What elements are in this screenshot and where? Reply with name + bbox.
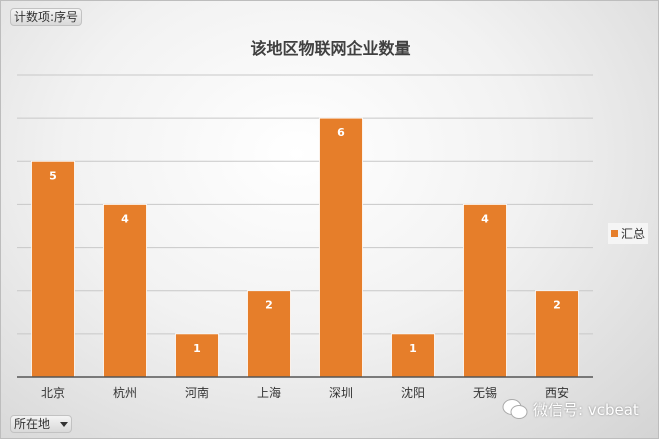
value-field-button[interactable]: 计数项:序号: [10, 8, 83, 26]
x-tick-label: 深圳: [329, 386, 353, 400]
x-tick-label: 北京: [41, 386, 65, 400]
dropdown-arrow-icon: [60, 421, 69, 427]
watermark-text: 微信号: vcbeat: [533, 400, 639, 419]
chart-title: 该地区物联网企业数量: [250, 39, 411, 58]
legend-swatch: [611, 230, 618, 237]
legend-label: 汇总: [621, 227, 646, 241]
wechat-icon: [502, 399, 528, 419]
data-label: 5: [49, 169, 57, 182]
data-label: 1: [193, 342, 201, 355]
data-label: 6: [337, 126, 345, 139]
x-tick-label: 河南: [185, 385, 209, 400]
bar-杭州: [103, 204, 147, 378]
x-tick-label: 杭州: [113, 385, 137, 400]
bar-深圳: [319, 117, 363, 378]
bar-河南: [175, 333, 219, 378]
bar-北京: [31, 160, 75, 378]
axis-field-label: 所在地: [14, 417, 51, 431]
x-tick-label: 西安: [545, 385, 569, 400]
x-tick-label: 上海: [257, 385, 281, 400]
x-tick-label: 沈阳: [401, 385, 425, 400]
bar-无锡: [463, 204, 507, 378]
axis-field-button[interactable]: 所在地: [10, 415, 73, 433]
data-label: 2: [265, 299, 273, 312]
data-label: 4: [481, 212, 489, 225]
data-label: 1: [409, 342, 417, 355]
x-tick-label: 无锡: [473, 385, 497, 400]
watermark: 微信号: vcbeat: [501, 398, 639, 420]
legend[interactable]: 汇总: [608, 223, 649, 244]
data-label: 4: [121, 212, 129, 225]
bar-沈阳: [391, 333, 435, 378]
data-label: 2: [553, 299, 561, 312]
